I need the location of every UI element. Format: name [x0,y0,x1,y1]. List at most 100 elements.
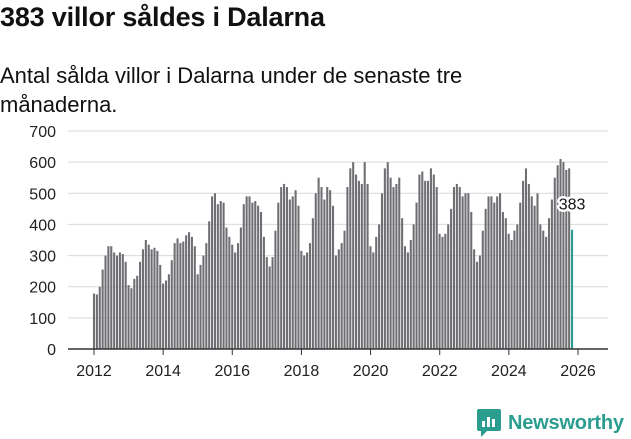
bar [259,211,263,349]
bar [424,180,427,349]
bar [95,294,98,349]
bar [208,221,211,349]
y-tick-label: 700 [29,124,56,141]
bar [265,257,268,349]
bar [568,168,571,349]
bar [507,233,510,349]
newsworthy-logo-icon [477,409,501,437]
bar [283,183,286,349]
bar [357,180,360,349]
bar [447,224,450,349]
bar [504,218,507,349]
bar [280,187,283,349]
bar [213,193,216,349]
bar [162,283,165,349]
bar [378,224,381,349]
bar [121,254,124,349]
bar [234,252,237,349]
bar [501,211,504,349]
bar [415,202,418,349]
bar [185,235,188,349]
bar [245,196,248,349]
bar [435,187,438,349]
bar [202,255,205,349]
bar [331,205,335,349]
bar [190,236,193,349]
bar [199,264,202,349]
bar [334,255,337,349]
bar [346,187,349,349]
chart-title: 383 villor såldes i Dalarna [0,2,325,32]
bar [412,224,415,349]
bar [326,187,329,349]
bar [182,241,185,349]
bar [156,250,159,349]
bar [380,193,384,349]
bar [136,275,139,349]
bar [271,257,274,349]
bar [236,243,240,349]
bar [317,177,320,349]
newsworthy-brand[interactable]: Newsworthy [476,408,624,438]
bar [231,244,234,349]
bar [159,264,162,349]
bar [300,250,303,349]
bar [406,252,409,349]
bar [176,238,179,349]
y-tick-label: 200 [29,280,56,297]
bar [251,202,254,349]
x-tick-label: 2024 [491,363,527,380]
bar [110,246,113,349]
bar [389,177,392,349]
bar [432,174,435,349]
y-tick-label: 600 [29,155,56,172]
bar [98,286,101,349]
x-tick-label: 2022 [422,363,458,380]
bar [329,190,332,349]
bar [375,236,378,349]
bar [104,255,107,349]
bar [360,183,363,349]
bar [429,168,432,349]
bar [539,224,542,349]
bar [369,246,372,349]
bar [383,168,386,349]
bar [113,252,116,349]
bar [473,249,476,349]
bar [308,243,312,349]
bar [303,255,306,349]
bar [248,196,251,349]
bar [519,202,522,349]
bar [403,246,407,349]
bar [553,177,556,349]
y-tick-label: 0 [47,342,56,359]
bar [107,246,110,349]
bar [291,196,294,349]
y-tick-label: 400 [29,217,56,234]
bar [196,274,199,349]
bar [450,208,453,349]
bar [130,288,133,349]
bar [187,232,191,349]
bar [418,174,421,349]
bar [205,243,208,349]
bar [211,196,214,349]
bar [461,196,464,349]
bar [101,269,104,349]
bar [288,199,291,349]
bar [340,243,343,349]
bar [372,252,375,349]
y-tick-label: 300 [29,249,56,266]
bar [490,196,493,349]
bar [562,162,565,349]
bar [484,208,487,349]
bar [274,230,277,349]
bar [216,204,219,349]
bar [153,247,156,349]
bar [222,202,225,349]
brand-name: Newsworthy [508,411,624,434]
bar [398,177,401,349]
bar [524,168,528,349]
bar [193,246,196,349]
